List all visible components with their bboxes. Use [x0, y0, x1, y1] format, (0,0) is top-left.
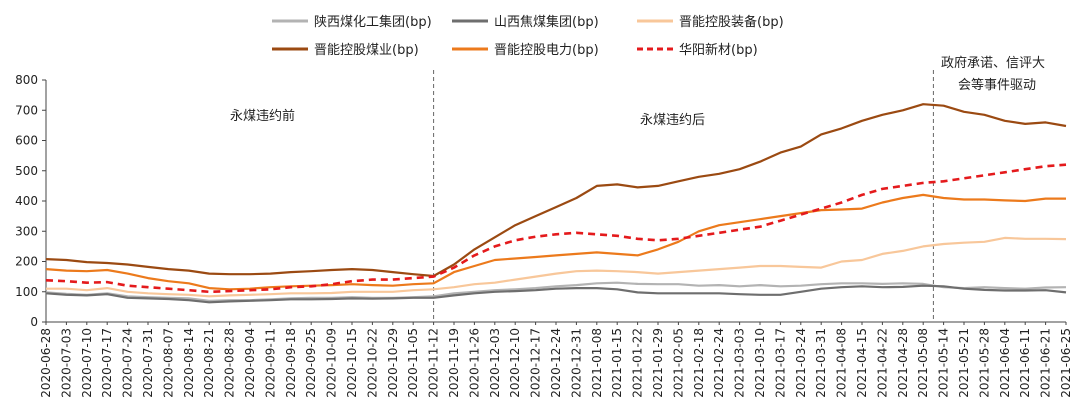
- x-tick-label: 2021-04-08: [835, 328, 849, 398]
- annotation-before: 永煤违约前: [230, 108, 295, 124]
- legend-item: 晋能控股煤业(bp): [272, 43, 419, 58]
- x-tick-label: 2020-09-11: [263, 328, 277, 398]
- y-tick-label: 0: [30, 315, 38, 329]
- x-tick-label: 2020-07-31: [141, 328, 155, 398]
- x-tick-label: 2021-01-29: [651, 328, 665, 398]
- x-tick-label: 2020-07-24: [121, 328, 135, 398]
- x-tick-label: 2021-02-24: [712, 328, 726, 398]
- x-tick-label: 2020-10-09: [325, 328, 339, 398]
- x-tick-label: 2020-10-29: [386, 328, 400, 398]
- x-tick-label: 2021-06-11: [1018, 328, 1032, 398]
- series-group: [45, 103, 1067, 304]
- x-tick-label: 2021-03-31: [814, 328, 828, 398]
- x-tick-label: 2021-06-21: [1039, 328, 1053, 398]
- x-tick-label: 2021-02-18: [692, 328, 706, 398]
- x-tick-label: 2021-05-21: [957, 328, 971, 398]
- x-tick-label: 2020-12-03: [488, 328, 502, 398]
- x-tick-label: 2020-07-03: [59, 328, 73, 398]
- annotation-after: 永煤违约后: [640, 113, 705, 128]
- x-tick-label: 2021-05-28: [977, 328, 991, 398]
- legend-label: 晋能控股煤业(bp): [314, 43, 419, 58]
- x-tick-label: 2020-07-17: [100, 328, 114, 398]
- y-tick-label: 800: [15, 73, 38, 87]
- x-tick-label: 2020-12-10: [508, 328, 522, 398]
- y-tick-label: 300: [15, 224, 38, 238]
- x-tick-label: 2020-08-28: [223, 328, 237, 398]
- axes: 0 100 200 300 400 500 600 700 800 2020-06-28 2020-…: [15, 70, 1073, 398]
- x-tick-label: 2021-01-08: [590, 328, 604, 398]
- x-tick-label: 2020-08-14: [182, 328, 196, 398]
- x-tick-label: 2021-01-22: [631, 328, 645, 398]
- x-tick-label: 2020-10-15: [345, 328, 359, 398]
- legend: 陕西煤化工集团(bp) 山西焦煤集团(bp) 晋能控股装备(bp) 晋能控股煤业(bp…: [272, 14, 784, 58]
- x-tick-label: 2020-11-26: [467, 328, 481, 398]
- legend-item: 山西焦煤集团(bp): [452, 14, 599, 30]
- legend-label: 晋能控股装备(bp): [679, 14, 784, 30]
- x-tick-label: 2021-01-15: [610, 328, 624, 398]
- series-line: [45, 281, 1067, 302]
- x-tick-label: 2021-06-25: [1059, 328, 1073, 398]
- y-tick-label: 200: [15, 255, 38, 269]
- x-tick-label: 2020-12-17: [529, 328, 543, 398]
- series-line: [45, 193, 1066, 291]
- x-tick-label: 2021-04-22: [875, 328, 889, 398]
- series-line: [46, 236, 1067, 298]
- y-tick-label: 100: [15, 285, 38, 299]
- legend-item: 晋能控股电力(bp): [452, 43, 599, 58]
- y-tick-label: 500: [15, 164, 38, 178]
- x-tick-label: 2020-07-10: [80, 328, 94, 398]
- series-line: [45, 103, 1067, 278]
- x-tick-label: 2020-06-28: [39, 328, 53, 398]
- x-tick-label: 2020-11-19: [447, 328, 461, 398]
- legend-item: 陕西煤化工集团(bp): [272, 14, 432, 30]
- x-tick-label: 2021-05-14: [937, 328, 951, 398]
- y-tick-label: 600: [15, 134, 38, 148]
- x-tick-label: 2020-09-18: [284, 328, 298, 398]
- legend-label: 华阳新材(bp): [679, 42, 758, 58]
- x-tick-label: 2021-05-08: [916, 328, 930, 398]
- series-line: [45, 284, 1067, 304]
- x-tick-label: 2020-12-31: [569, 328, 583, 398]
- x-tick-label: 2021-03-17: [773, 328, 787, 398]
- annotation-event-line2: 会等事件驱动: [958, 77, 1036, 93]
- x-tick-label: 2020-09-25: [304, 328, 318, 398]
- x-tick-label: 2020-11-12: [427, 328, 441, 398]
- x-tick-label: 2020-08-07: [161, 328, 175, 398]
- legend-item: 华阳新材(bp): [637, 42, 758, 58]
- y-tick-label: 400: [15, 194, 38, 208]
- x-tick-label: 2021-03-03: [733, 328, 747, 398]
- x-tick-label: 2020-08-21: [202, 328, 216, 398]
- x-tick-label: 2020-10-22: [365, 328, 379, 398]
- legend-label: 山西焦煤集团(bp): [494, 14, 599, 30]
- x-tick-label: 2021-04-28: [896, 328, 910, 398]
- x-tick-label: 2020-09-04: [243, 328, 257, 398]
- x-tick-label: 2021-03-24: [794, 328, 808, 398]
- y-tick-label: 700: [15, 103, 38, 117]
- x-tick-label: 2020-11-05: [406, 328, 420, 398]
- x-tick-label: 2020-12-24: [549, 328, 563, 398]
- legend-label: 陕西煤化工集团(bp): [314, 14, 432, 30]
- x-tick-label: 2021-02-05: [671, 328, 685, 398]
- x-tick-label: 2021-06-04: [998, 328, 1012, 398]
- x-tick-label: 2021-03-10: [753, 328, 767, 398]
- series-line: [45, 163, 1067, 294]
- x-tick-label: 2021-04-15: [855, 328, 869, 398]
- legend-label: 晋能控股电力(bp): [494, 43, 599, 58]
- legend-item: 晋能控股装备(bp): [637, 14, 784, 30]
- annotation-event-line1: 政府承诺、信评大: [941, 56, 1045, 71]
